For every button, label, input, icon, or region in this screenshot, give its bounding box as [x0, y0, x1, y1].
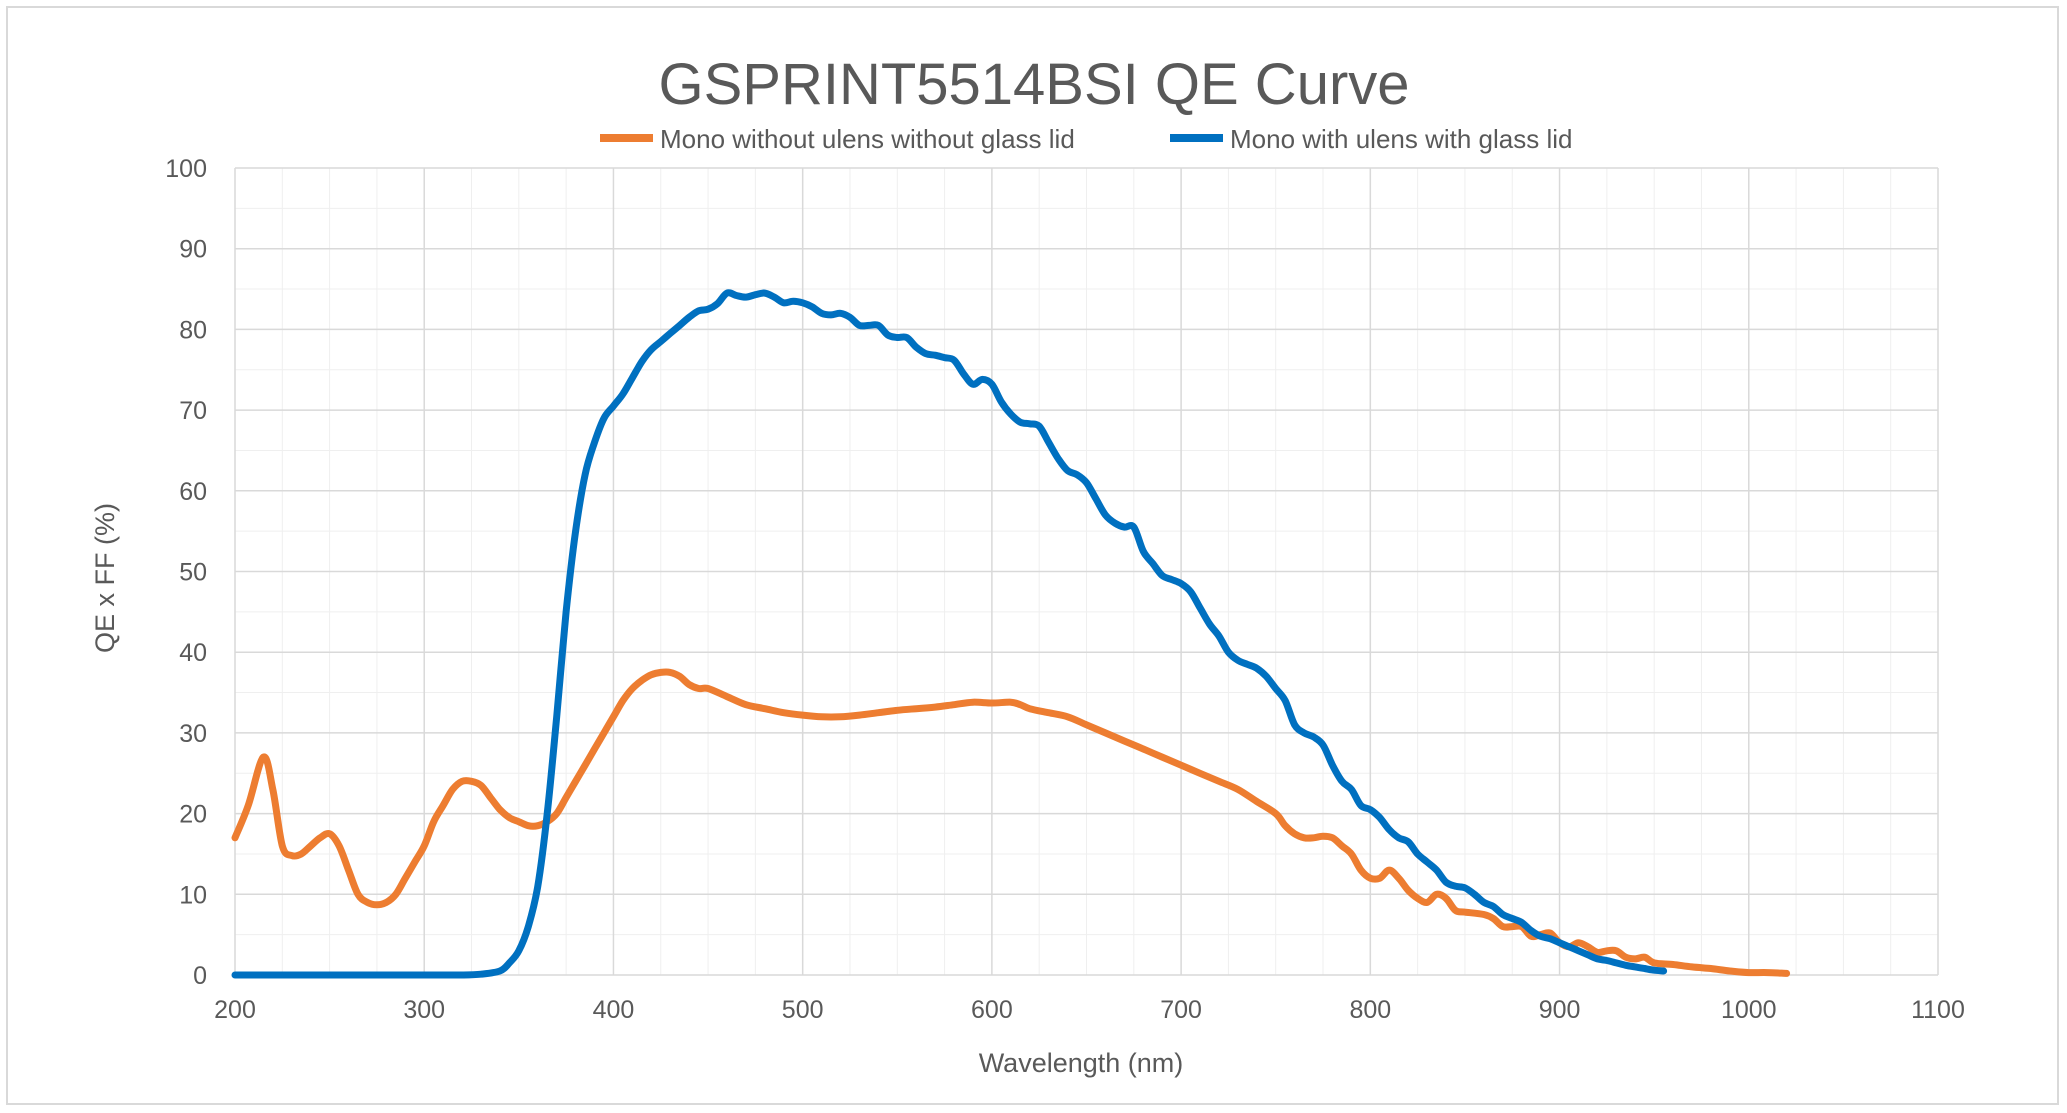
x-axis-ticks: 200 300 400 500 600 700 800 900 1000 1100	[214, 996, 1965, 1024]
x-tick-label: 200	[214, 996, 256, 1024]
x-tick-label: 400	[593, 996, 635, 1024]
y-axis-title: QE x FF (%)	[90, 503, 120, 653]
legend-label-orange: Mono without ulens without glass lid	[660, 124, 1075, 154]
series-line-orange	[231, 668, 1791, 977]
y-tick-label: 40	[179, 639, 207, 667]
y-tick-label: 10	[179, 881, 207, 909]
series-line-blue	[231, 289, 1668, 979]
legend-label-blue: Mono with ulens with glass lid	[1230, 124, 1573, 154]
y-tick-label: 100	[165, 155, 207, 183]
x-tick-label: 300	[403, 996, 445, 1024]
y-tick-label: 70	[179, 397, 207, 425]
x-tick-label: 700	[1160, 996, 1202, 1024]
chart-title: GSPRINT5514BSI QE Curve	[658, 52, 1409, 117]
chart-frame: GSPRINT5514BSI QE Curve Mono without ule…	[6, 6, 2059, 1105]
y-tick-label: 20	[179, 801, 207, 829]
x-tick-label: 800	[1349, 996, 1391, 1024]
x-tick-label: 600	[971, 996, 1013, 1024]
x-tick-label: 900	[1539, 996, 1581, 1024]
legend: Mono without ulens without glass lid Mon…	[600, 124, 1573, 154]
x-tick-label: 1000	[1721, 996, 1777, 1024]
y-axis-ticks: 0 10 20 30 40 50 60 70 80 90 100	[165, 155, 207, 990]
grid-lines	[234, 167, 1939, 976]
y-tick-label: 50	[179, 559, 207, 587]
x-tick-label: 1100	[1911, 996, 1965, 1024]
y-tick-label: 60	[179, 478, 207, 506]
y-tick-label: 90	[179, 236, 207, 264]
qe-curve-chart: GSPRINT5514BSI QE Curve Mono without ule…	[90, 52, 1965, 1078]
x-axis-title: Wavelength (nm)	[979, 1048, 1184, 1078]
y-tick-label: 30	[179, 720, 207, 748]
y-tick-label: 80	[179, 316, 207, 344]
x-tick-label: 500	[782, 996, 824, 1024]
series-lines	[231, 289, 1791, 979]
y-tick-label: 0	[193, 962, 207, 990]
